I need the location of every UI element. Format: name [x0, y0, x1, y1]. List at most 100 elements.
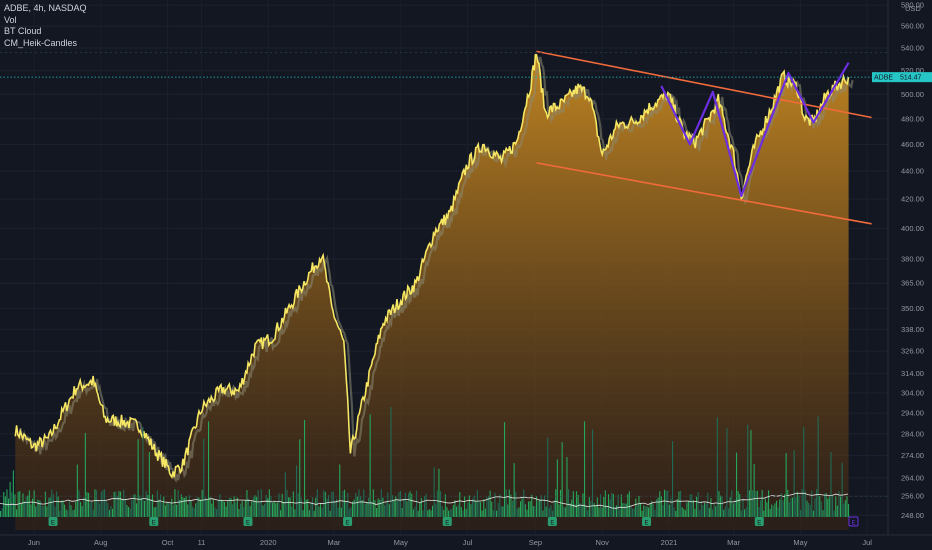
- legend-symbol[interactable]: ADBE, 4h, NASDAQ: [4, 3, 87, 13]
- volume-bar: [732, 503, 734, 517]
- x-tick-label: 2020: [260, 538, 277, 547]
- volume-bar: [579, 503, 581, 517]
- volume-bar: [456, 506, 458, 517]
- volume-bar: [820, 501, 822, 517]
- volume-bar: [214, 507, 216, 517]
- volume-bar: [475, 500, 477, 517]
- y-tick-label: 365.00: [901, 279, 924, 288]
- legend-heik-candles[interactable]: CM_Heik-Candles: [4, 37, 78, 48]
- volume-bar: [4, 496, 6, 517]
- volume-bar: [614, 506, 616, 517]
- volume-bar: [507, 504, 509, 517]
- x-tick-label: Jun: [28, 538, 40, 547]
- volume-bar: [188, 495, 190, 517]
- volume-bar: [590, 500, 592, 517]
- volume-bar: [816, 489, 818, 517]
- bt-cloud-area: [15, 54, 849, 531]
- volume-bar: [699, 509, 701, 517]
- volume-bar: [835, 496, 837, 517]
- volume-bar: [166, 502, 168, 517]
- volume-bar: [284, 472, 286, 517]
- volume-bar: [718, 491, 720, 517]
- volume-bar: [278, 493, 280, 517]
- volume-bar: [304, 420, 306, 517]
- volume-bar: [220, 499, 222, 517]
- volume-bar: [555, 489, 557, 517]
- volume-bar: [41, 506, 43, 517]
- y-tick-label: 284.00: [901, 429, 924, 438]
- volume-bar: [408, 493, 410, 517]
- volume-bar: [419, 502, 421, 517]
- volume-bar: [86, 492, 88, 517]
- volume-bar: [673, 507, 675, 517]
- volume-bar: [734, 499, 736, 517]
- x-tick-label: Jul: [862, 538, 872, 547]
- legend-bt-cloud[interactable]: BT Cloud: [4, 26, 42, 36]
- volume-bar: [777, 507, 779, 517]
- volume-bar: [152, 494, 154, 517]
- volume-bar: [516, 508, 518, 517]
- volume-bar: [420, 498, 422, 517]
- volume-bar: [465, 508, 467, 517]
- volume-bar: [409, 491, 411, 517]
- volume-bar: [539, 499, 541, 517]
- volume-bar: [684, 510, 686, 517]
- earnings-icon: [48, 517, 58, 526]
- volume-bar: [848, 504, 850, 517]
- volume-bar: [438, 468, 440, 517]
- volume-bar: [500, 506, 502, 517]
- volume-bar: [532, 506, 534, 517]
- y-tick-label: 400.00: [901, 224, 924, 233]
- earnings-icon-label: E: [550, 521, 554, 527]
- volume-bar: [155, 507, 157, 517]
- volume-bar: [432, 505, 434, 517]
- volume-bar: [401, 507, 403, 517]
- volume-bar: [222, 500, 224, 517]
- volume-bar: [145, 490, 147, 517]
- y-tick-label: 256.00: [901, 492, 924, 501]
- volume-bar: [64, 504, 66, 517]
- earnings-icon: [547, 517, 557, 526]
- volume-bar: [32, 498, 34, 517]
- volume-bar: [392, 495, 394, 517]
- volume-bar: [814, 498, 816, 517]
- volume-bar: [108, 509, 110, 517]
- volume-bar: [422, 510, 424, 517]
- volume-bar: [606, 505, 608, 517]
- volume-bar: [233, 496, 235, 517]
- volume-bar: [652, 504, 654, 517]
- volume-bar: [120, 491, 122, 517]
- volume-bar: [558, 504, 560, 517]
- volume-bar: [838, 491, 840, 517]
- volume-bar: [406, 501, 408, 517]
- volume-bar: [806, 500, 808, 517]
- volume-bar: [113, 492, 115, 517]
- volume-bar: [288, 497, 290, 517]
- volume-bar: [332, 491, 334, 517]
- volume-bar: [179, 499, 181, 517]
- volume-bar: [508, 489, 510, 517]
- volume-bar: [27, 495, 29, 517]
- volume-bar: [740, 510, 742, 517]
- volume-bar: [40, 500, 42, 517]
- volume-bar: [662, 505, 664, 517]
- volume-bar: [243, 507, 245, 517]
- volume-bar: [692, 500, 694, 517]
- volume-bar: [329, 510, 331, 517]
- volume-bar: [3, 492, 5, 517]
- volume-bar: [416, 490, 418, 517]
- x-tick-label: Aug: [94, 538, 107, 547]
- volume-bar: [313, 510, 315, 517]
- legend-volume[interactable]: Vol: [4, 14, 17, 25]
- volume-bar: [286, 489, 288, 517]
- volume-bar: [168, 503, 170, 517]
- volume-bar: [638, 496, 640, 517]
- volume-bar: [219, 493, 221, 517]
- volume-bar: [435, 503, 437, 517]
- volume-bar: [89, 502, 91, 517]
- x-tick-label: Mar: [727, 538, 740, 547]
- volume-bar: [52, 494, 54, 517]
- volume-bar: [382, 497, 384, 517]
- last-price-value: 514.47: [900, 75, 922, 82]
